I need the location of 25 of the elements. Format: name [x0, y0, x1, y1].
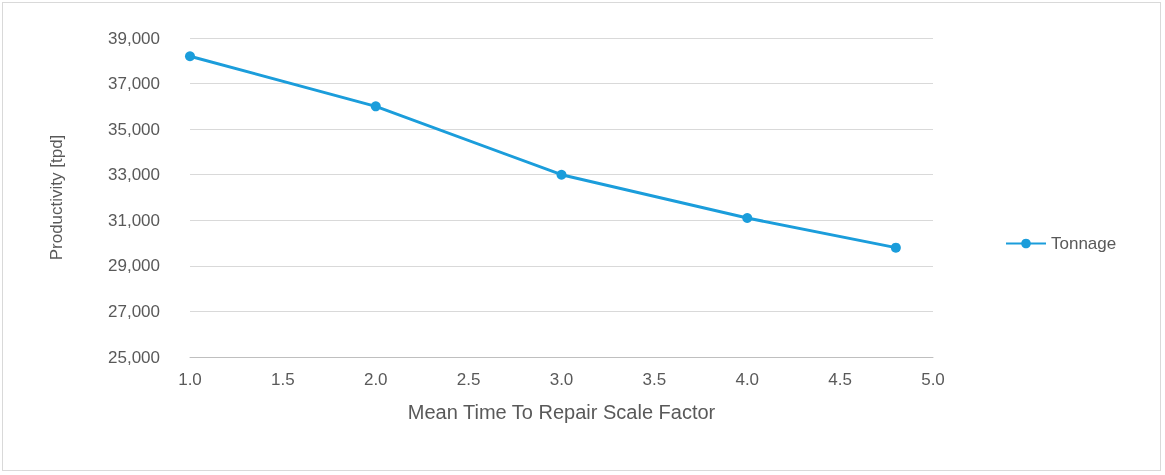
- y-axis-title: Productivity [tpd]: [47, 134, 66, 261]
- point: [556, 169, 567, 180]
- y-tick-label: 29,000: [108, 256, 160, 276]
- y-tick-label: 39,000: [108, 28, 160, 48]
- point: [890, 242, 901, 253]
- y-tick-label: 35,000: [108, 119, 160, 139]
- y-tick-label: 37,000: [108, 74, 160, 94]
- x-axis-title: Mean Time To Repair Scale Factor: [407, 401, 716, 423]
- x-tick-label: 1.5: [271, 370, 295, 389]
- point: [370, 101, 381, 112]
- x-tick-label: 3.5: [642, 370, 667, 389]
- legend-label: Tonnage: [1051, 234, 1117, 253]
- y-tick-label: 27,000: [108, 301, 160, 321]
- point: [185, 51, 195, 62]
- y-tick-label: 31,000: [108, 210, 160, 230]
- x-tick-label: 3.0: [549, 370, 574, 389]
- x-tick-label: 4.0: [735, 370, 760, 389]
- x-tick-label: 2.5: [456, 370, 481, 389]
- x-tick-label: 4.5: [828, 370, 852, 389]
- x-tick-label: 5.0: [921, 370, 945, 389]
- y-tick-label: 25,000: [108, 347, 160, 367]
- point: [742, 213, 753, 223]
- x-tick-label: 2.0: [363, 370, 388, 389]
- y-tick-label: 33,000: [108, 165, 160, 185]
- x-tick-label: 1.0: [178, 370, 202, 389]
